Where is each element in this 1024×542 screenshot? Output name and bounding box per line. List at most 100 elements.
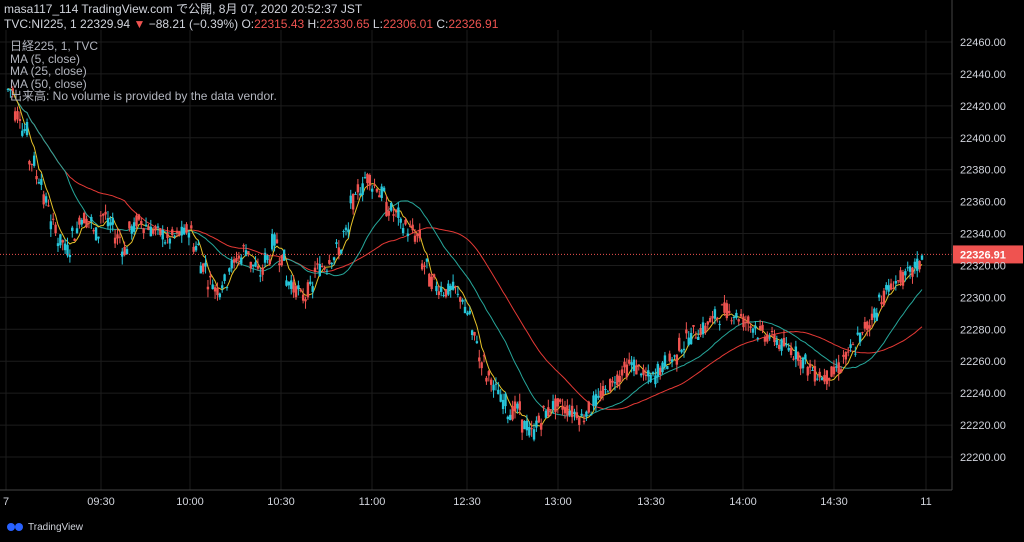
candle-body: [59, 234, 62, 246]
candle-body: [537, 415, 540, 423]
indicator-legend: 日経225, 1, TVC MA (5, close) MA (25, clos…: [10, 40, 277, 103]
candle-body: [580, 413, 583, 416]
candle-body: [416, 233, 419, 237]
last-price-label: 22326.91: [960, 249, 1006, 261]
candle-body: [837, 362, 840, 373]
candle-body: [482, 355, 486, 357]
candle-body: [375, 188, 379, 192]
candle-body: [908, 266, 912, 272]
candle-body: [63, 243, 67, 251]
y-tick-label: 22220.00: [960, 420, 1006, 432]
candle-body: [675, 354, 679, 365]
candle-body: [175, 231, 179, 233]
candle-body: [390, 202, 393, 211]
candle-body: [732, 316, 736, 318]
candle-body: [197, 243, 200, 245]
candle-body: [144, 224, 148, 227]
candle-body: [794, 346, 798, 360]
y-tick-label: 22200.00: [960, 452, 1006, 464]
x-tick-label: 11: [920, 496, 931, 508]
candle-body: [773, 334, 776, 343]
candle-body: [206, 286, 210, 290]
candle-body: [492, 384, 495, 391]
candle-body: [397, 207, 400, 218]
candle-body: [249, 261, 252, 269]
candle-body: [99, 215, 103, 217]
candle-body: [775, 339, 779, 346]
candle-body: [32, 155, 36, 166]
candle-body: [225, 287, 229, 289]
candle-body: [692, 325, 695, 327]
candle-body: [423, 265, 426, 267]
candle-body: [618, 375, 621, 383]
candle-body: [870, 313, 874, 321]
candle-body: [275, 239, 279, 244]
candle-body: [585, 411, 588, 417]
x-tick-label: 11:00: [359, 496, 386, 508]
candle-body: [899, 270, 902, 283]
candle-body: [318, 264, 322, 276]
legend-ma25[interactable]: MA (25, close): [10, 64, 87, 78]
candle-body: [37, 182, 41, 184]
x-tick-label: 14:00: [729, 496, 757, 508]
candle-body: [102, 213, 105, 216]
candle-body: [451, 281, 455, 290]
candle-body: [218, 293, 222, 298]
candle-body: [894, 281, 898, 284]
candle-body: [382, 187, 386, 192]
candle-body: [470, 330, 474, 335]
candle-body: [223, 274, 226, 281]
candle-body: [639, 373, 643, 376]
candle-body: [685, 329, 688, 334]
candle-body: [47, 205, 50, 207]
candle-body: [125, 249, 129, 255]
tradingview-footer[interactable]: TradingView: [6, 521, 83, 533]
candle-body: [266, 255, 269, 260]
candle-body: [256, 266, 260, 269]
candle-body: [159, 228, 162, 235]
candle-body: [549, 409, 552, 411]
candle-body: [608, 379, 612, 392]
candle-body: [511, 406, 514, 420]
candle-body: [178, 231, 181, 236]
candle-body: [613, 382, 617, 384]
candle-body: [118, 236, 122, 238]
candle-body: [649, 374, 652, 383]
candle-body: [301, 294, 305, 301]
candle-body: [168, 238, 172, 244]
legend-ma50[interactable]: MA (50, close): [10, 76, 87, 91]
open-label: O:: [241, 17, 255, 31]
candle-body: [185, 224, 188, 233]
candle-body: [780, 339, 783, 351]
candle-body: [832, 366, 836, 375]
x-tick-label: 09:30: [87, 496, 115, 508]
candle-body: [35, 176, 38, 180]
candle-body: [849, 344, 852, 348]
legend-volume: 出来高: No volume is provided by the data v…: [10, 89, 277, 103]
legend-title[interactable]: 日経225, 1, TVC: [10, 39, 99, 53]
candle-body: [735, 312, 738, 318]
candle-body: [835, 366, 838, 368]
legend-ma5[interactable]: MA (5, close): [10, 51, 81, 66]
candle-body: [52, 218, 55, 220]
candle-body: [201, 263, 205, 272]
candle-body: [385, 202, 388, 217]
candle-body: [916, 258, 919, 271]
candle-body: [858, 332, 862, 343]
candle-body: [489, 379, 493, 385]
last-price-line: 22326.91: [0, 245, 1023, 264]
candle-body: [830, 366, 833, 377]
candle-body: [516, 403, 519, 409]
candle-body: [751, 328, 755, 333]
candle-body: [851, 344, 855, 346]
candle-body: [587, 401, 590, 413]
candle-body: [468, 310, 471, 314]
candle-body: [913, 261, 917, 268]
candle-body: [754, 325, 757, 329]
candle-body: [361, 183, 364, 195]
candle-body: [635, 365, 638, 375]
candle-body: [770, 331, 774, 333]
candle-body: [494, 383, 498, 385]
candle-body: [166, 233, 169, 239]
